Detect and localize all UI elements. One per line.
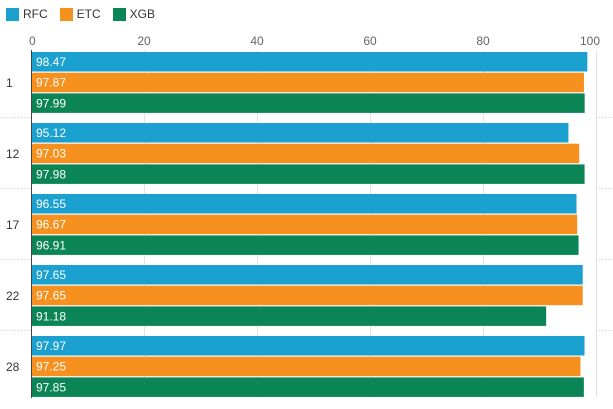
- data-label: 97.25: [36, 360, 66, 374]
- legend-label: ETC: [76, 7, 101, 21]
- x-tick-label: 40: [250, 34, 264, 48]
- legend-swatch: [112, 7, 126, 21]
- bar-rfc: [31, 265, 583, 285]
- bar-xgb: [31, 377, 584, 397]
- category-label: 22: [6, 289, 20, 303]
- x-tick-label: 60: [363, 34, 377, 48]
- legend-swatch: [6, 7, 19, 21]
- bar-rfc: [31, 336, 585, 356]
- bar-xgb: [31, 235, 579, 255]
- data-label: 97.97: [36, 339, 66, 353]
- chart-legend: RFC ETC XGB: [6, 6, 167, 22]
- x-tick-label: 20: [137, 34, 151, 48]
- legend-label: RFC: [23, 7, 48, 21]
- data-label: 97.65: [36, 268, 66, 282]
- data-label: 96.91: [36, 238, 66, 252]
- x-tick-label: 80: [476, 34, 490, 48]
- category-label: 28: [6, 360, 20, 374]
- data-label: 97.98: [36, 167, 66, 181]
- bar-rfc: [31, 194, 577, 214]
- data-label: 91.18: [36, 309, 66, 323]
- data-label: 98.47: [36, 55, 66, 69]
- data-label: 97.85: [36, 380, 66, 394]
- x-tick-label: 0: [29, 34, 36, 48]
- bar-xgb: [31, 164, 585, 184]
- bar-xgb: [31, 93, 585, 113]
- category-label: 12: [6, 147, 20, 161]
- data-label: 97.87: [36, 76, 66, 90]
- category-label: 1: [6, 76, 13, 90]
- category-label: 17: [6, 218, 20, 232]
- bar-etc: [31, 214, 578, 235]
- data-label: 96.67: [36, 218, 66, 232]
- legend-label: XGB: [129, 7, 156, 21]
- data-label: 96.55: [36, 197, 66, 211]
- data-label: 97.99: [36, 96, 66, 110]
- bar-etc: [31, 285, 583, 306]
- legend-item-rfc: RFC: [6, 7, 48, 21]
- bar-rfc: [31, 123, 569, 143]
- x-tick-label: 100: [580, 34, 600, 48]
- legend-item-xgb: XGB: [112, 7, 156, 21]
- data-label: 97.03: [36, 147, 66, 161]
- legend-item-etc: ETC: [59, 7, 101, 21]
- bar-etc: [31, 143, 580, 164]
- data-label: 95.12: [36, 126, 66, 140]
- legend-swatch: [59, 7, 73, 21]
- bar-rfc: [31, 52, 588, 72]
- bar-etc: [31, 72, 584, 93]
- bar-etc: [31, 356, 581, 377]
- bar-xgb: [31, 306, 547, 326]
- data-label: 97.65: [36, 289, 66, 303]
